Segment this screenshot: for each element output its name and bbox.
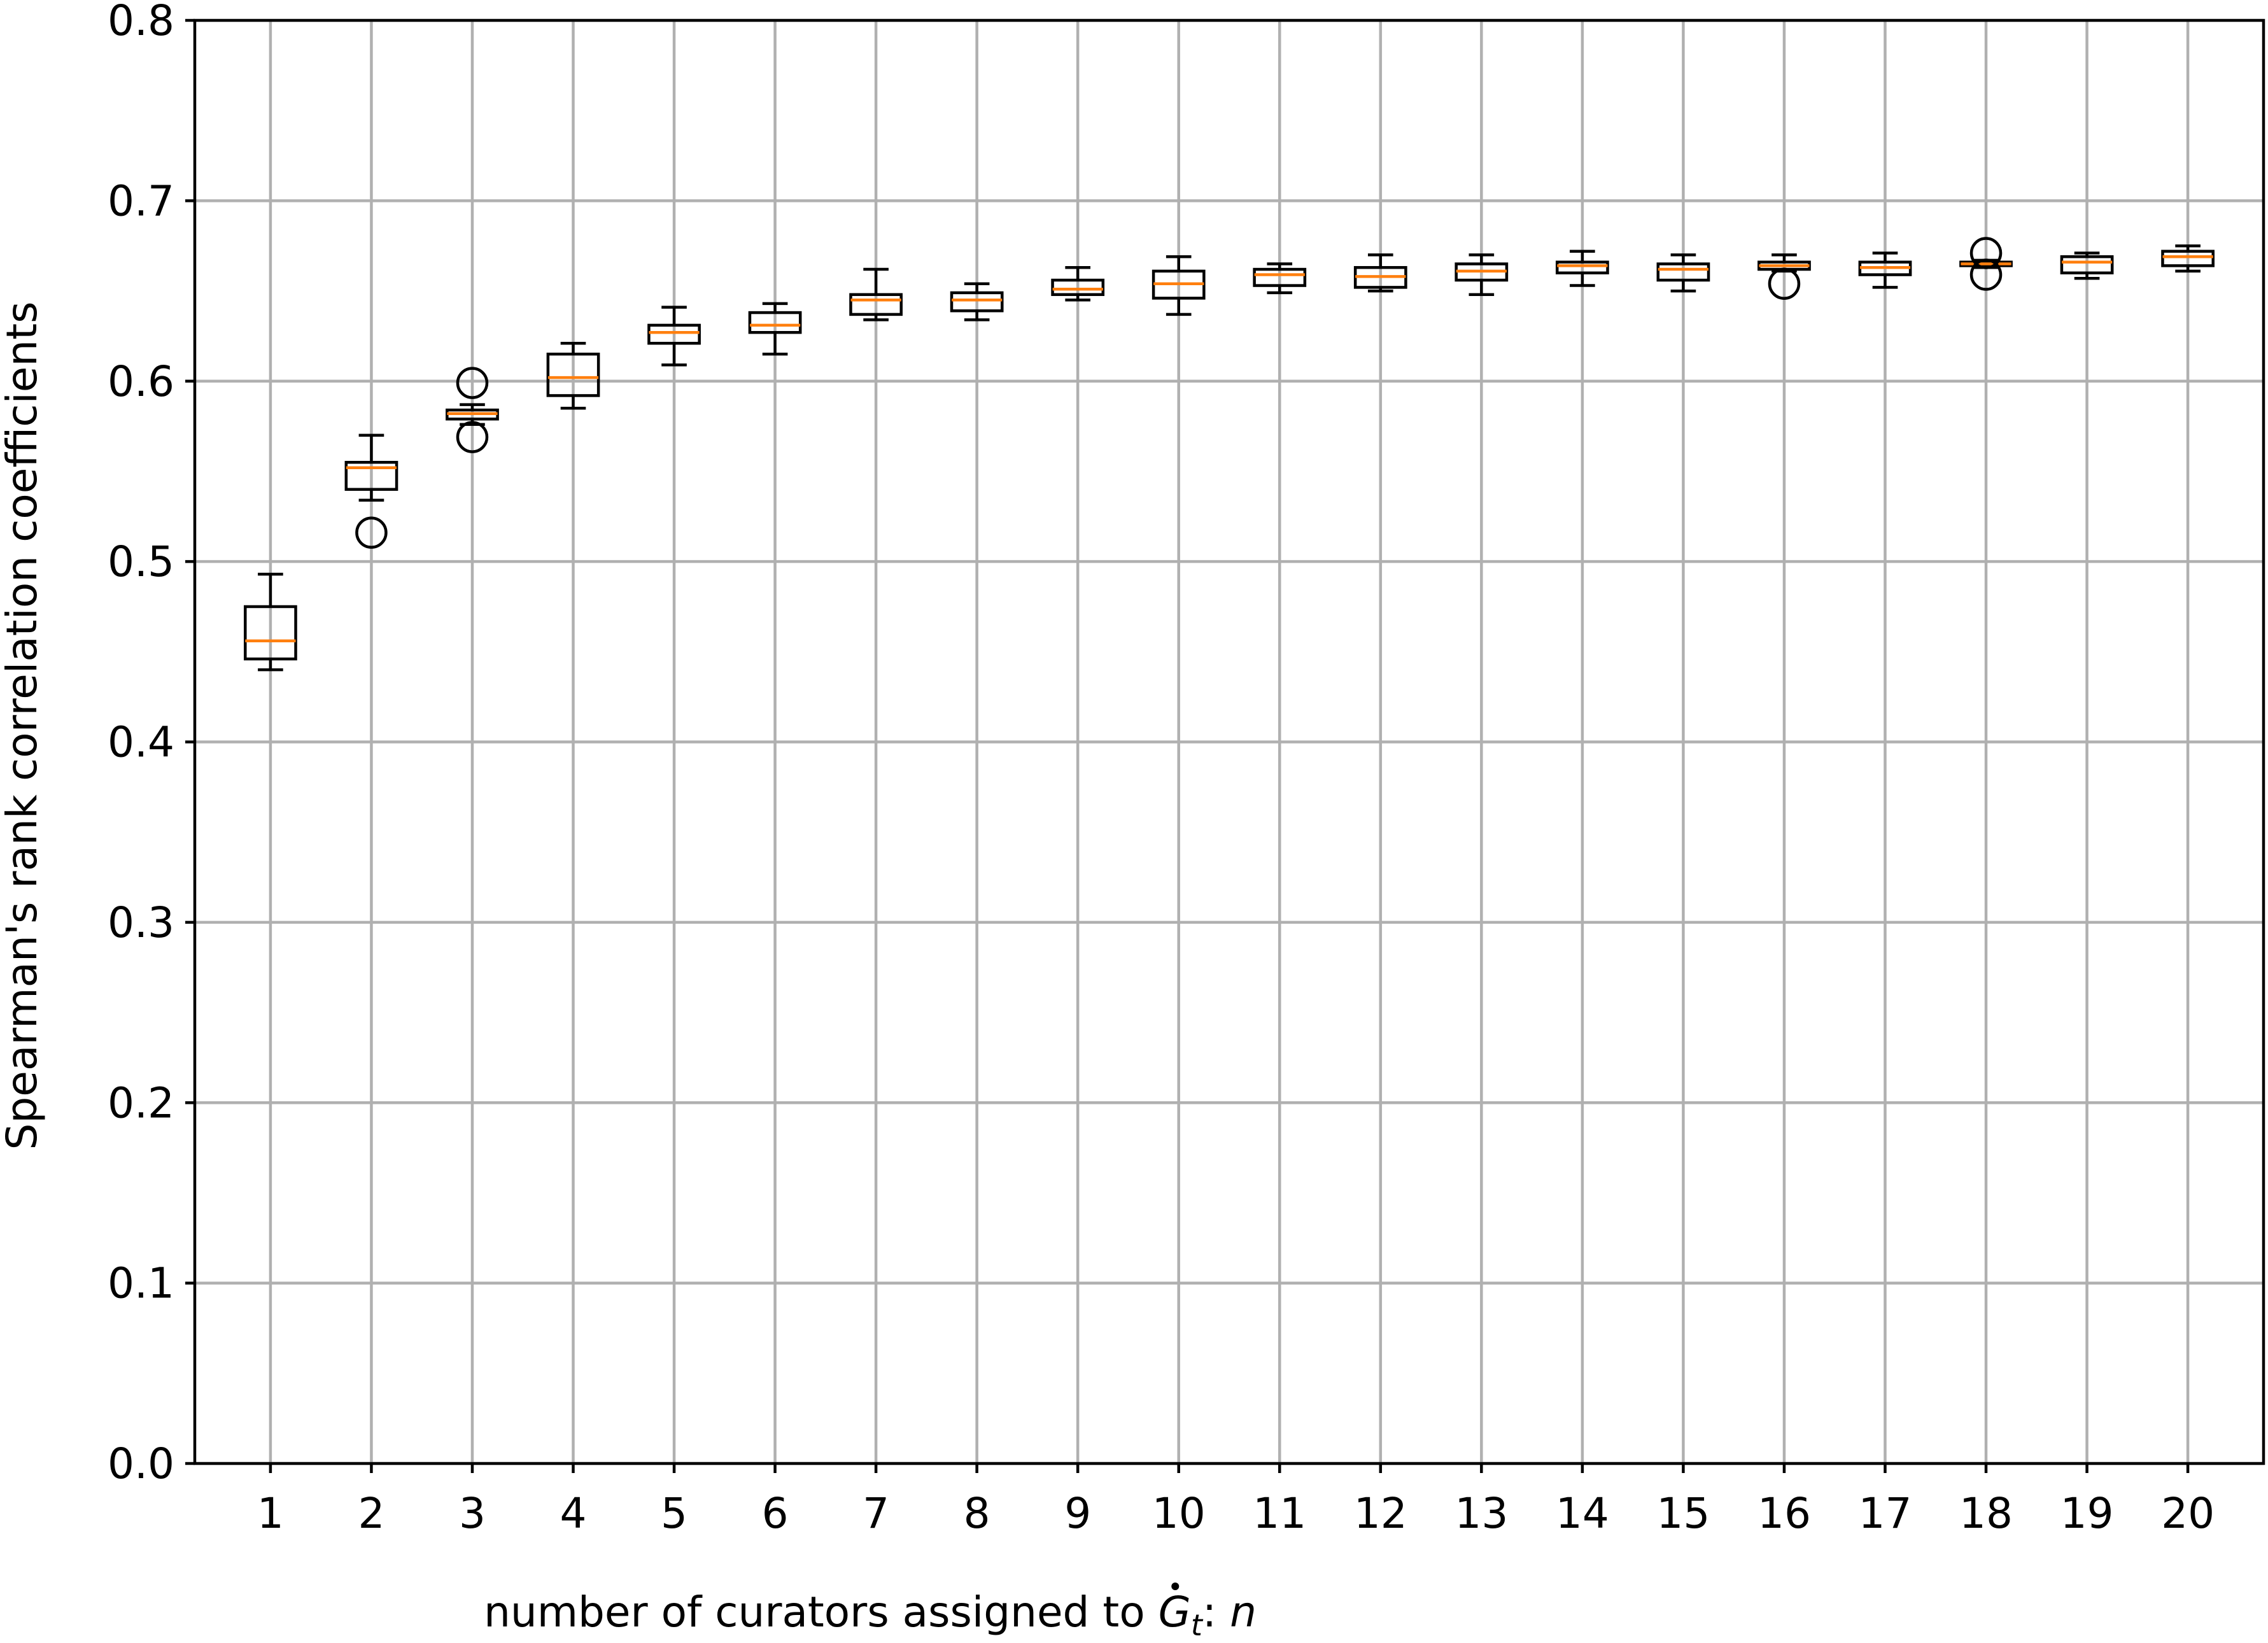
- y-tick-label: 0.8: [108, 0, 174, 45]
- x-axis-label: number of curators assigned to Gt: n: [484, 1588, 1257, 1642]
- box-iqr: [647, 323, 701, 345]
- box-iqr: [1656, 262, 1710, 282]
- y-axis-label: Spearman's rank correlation coefficients: [0, 301, 46, 1150]
- y-tick-label: 0.7: [108, 176, 174, 225]
- box-3: [446, 367, 499, 453]
- x-axis-label-prefix: number of curators assigned to: [484, 1588, 1159, 1637]
- outlier-point: [1969, 258, 2003, 291]
- x-axis-label-variable: n: [1230, 1588, 1257, 1637]
- box-11: [1253, 262, 1307, 295]
- x-axis-label-subscript: t: [1191, 1608, 1204, 1642]
- x-tick-label: 1: [257, 1489, 284, 1538]
- y-tick-label: 0.3: [108, 898, 174, 947]
- box-18: [1959, 237, 2013, 291]
- box-19: [2060, 251, 2114, 280]
- y-tick-label: 0.0: [108, 1439, 174, 1488]
- x-axis-label-dot: [1171, 1583, 1180, 1590]
- box-iqr: [1051, 278, 1105, 296]
- x-tick-label: 13: [1454, 1489, 1508, 1538]
- outlier-point: [355, 516, 388, 549]
- x-tick-label: 16: [1757, 1489, 1811, 1538]
- box-12: [1353, 253, 1407, 293]
- box-iqr: [546, 352, 600, 397]
- x-tick-label: 19: [2060, 1489, 2114, 1538]
- box-2: [344, 434, 398, 549]
- x-axis-ticks: 1 2 3 4 5 6 7 8 9 10 11 12 13 14 15 16 17 18 19 20: [257, 1463, 2215, 1538]
- box-10: [1152, 255, 1206, 316]
- x-tick-label: 2: [358, 1489, 384, 1538]
- box-iqr: [1555, 260, 1609, 274]
- x-tick-label: 14: [1556, 1489, 1609, 1538]
- box-iqr: [849, 293, 903, 316]
- x-tick-label: 6: [762, 1489, 789, 1538]
- x-tick-label: 9: [1064, 1489, 1091, 1538]
- y-tick-label: 0.6: [108, 357, 174, 406]
- x-tick-label: 10: [1152, 1489, 1206, 1538]
- x-tick-label: 5: [661, 1489, 687, 1538]
- outlier-point: [456, 367, 489, 399]
- x-tick-label: 12: [1354, 1489, 1407, 1538]
- y-tick-label: 0.2: [108, 1078, 174, 1127]
- x-axis-label-symbol: G: [1159, 1588, 1191, 1637]
- box-5: [647, 306, 701, 367]
- box-13: [1454, 253, 1509, 296]
- box-4: [546, 341, 600, 410]
- y-tick-label: 0.4: [108, 718, 174, 767]
- y-tick-label: 0.1: [108, 1259, 174, 1308]
- box-9: [1051, 265, 1105, 302]
- box-1: [244, 572, 297, 672]
- box-iqr: [1253, 267, 1307, 287]
- outlier-point: [1768, 267, 1801, 300]
- x-tick-label: 7: [863, 1489, 889, 1538]
- x-tick-label: 15: [1656, 1489, 1710, 1538]
- x-tick-label: 4: [560, 1489, 587, 1538]
- box-iqr: [2161, 250, 2215, 267]
- x-tick-label: 20: [2161, 1489, 2215, 1538]
- box-15: [1656, 253, 1710, 293]
- x-axis-label-suffix: :: [1202, 1588, 1230, 1637]
- box-iqr: [2060, 255, 2114, 274]
- x-tick-label: 8: [964, 1489, 990, 1538]
- x-tick-label: 11: [1253, 1489, 1306, 1538]
- outlier-point: [1969, 237, 2003, 269]
- box-iqr: [748, 311, 802, 334]
- x-tick-label: 17: [1858, 1489, 1912, 1538]
- box-7: [849, 267, 903, 321]
- boxes: [244, 237, 2215, 672]
- outlier-point: [456, 421, 489, 453]
- box-14: [1555, 250, 1609, 287]
- box-16: [1757, 253, 1811, 300]
- box-20: [2161, 244, 2215, 273]
- box-iqr: [344, 461, 398, 491]
- x-tick-label: 3: [459, 1489, 486, 1538]
- y-axis-ticks: 0.0 0.1 0.2 0.3 0.4 0.5 0.6 0.7 0.8: [108, 0, 195, 1488]
- box-17: [1858, 251, 1912, 289]
- box-iqr: [950, 291, 1004, 313]
- box-iqr: [244, 605, 297, 661]
- y-tick-label: 0.5: [108, 537, 174, 586]
- box-8: [950, 282, 1004, 321]
- box-6: [748, 302, 802, 356]
- x-tick-label: 18: [1959, 1489, 2013, 1538]
